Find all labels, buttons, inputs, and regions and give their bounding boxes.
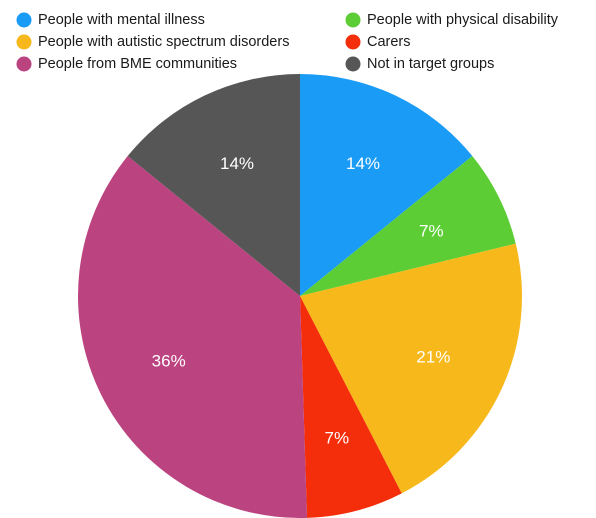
pie-slice-0: [300, 74, 473, 296]
legend-label-0: People with mental illness: [38, 12, 205, 28]
pie-slice-label-1: 7%: [419, 221, 444, 240]
legend-marker-2: [16, 34, 32, 50]
pie-slice-2: [300, 243, 522, 494]
legend-marker-5: [345, 56, 361, 72]
pie-slices: [78, 74, 522, 518]
legend-label-1: People with physical disability: [367, 12, 559, 28]
pie-slice-3: [300, 296, 402, 518]
pie-slice-label-5: 14%: [220, 154, 254, 173]
pie-slice-5: [127, 74, 300, 296]
legend-marker-3: [345, 34, 361, 50]
legend-label-4: People from BME communities: [38, 56, 237, 72]
chart-legend: People with mental illness People with au…: [16, 12, 559, 72]
legend-label-3: Carers: [367, 34, 411, 50]
legend-marker-0: [16, 12, 32, 28]
pie-slice-4: [78, 156, 308, 518]
legend-marker-1: [345, 12, 361, 28]
pie-slice-label-2: 21%: [416, 347, 450, 366]
legend-marker-4: [16, 56, 32, 72]
pie-slice-label-3: 7%: [325, 428, 350, 447]
pie-slice-labels: 14% 7% 21% 7% 36% 14%: [152, 154, 451, 447]
legend-label-2: People with autistic spectrum disorders: [38, 34, 289, 50]
pie-slice-label-4: 36%: [152, 352, 186, 371]
pie-slice-1: [300, 156, 516, 296]
legend-label-5: Not in target groups: [367, 56, 494, 72]
pie-slice-label-0: 14%: [346, 154, 380, 173]
